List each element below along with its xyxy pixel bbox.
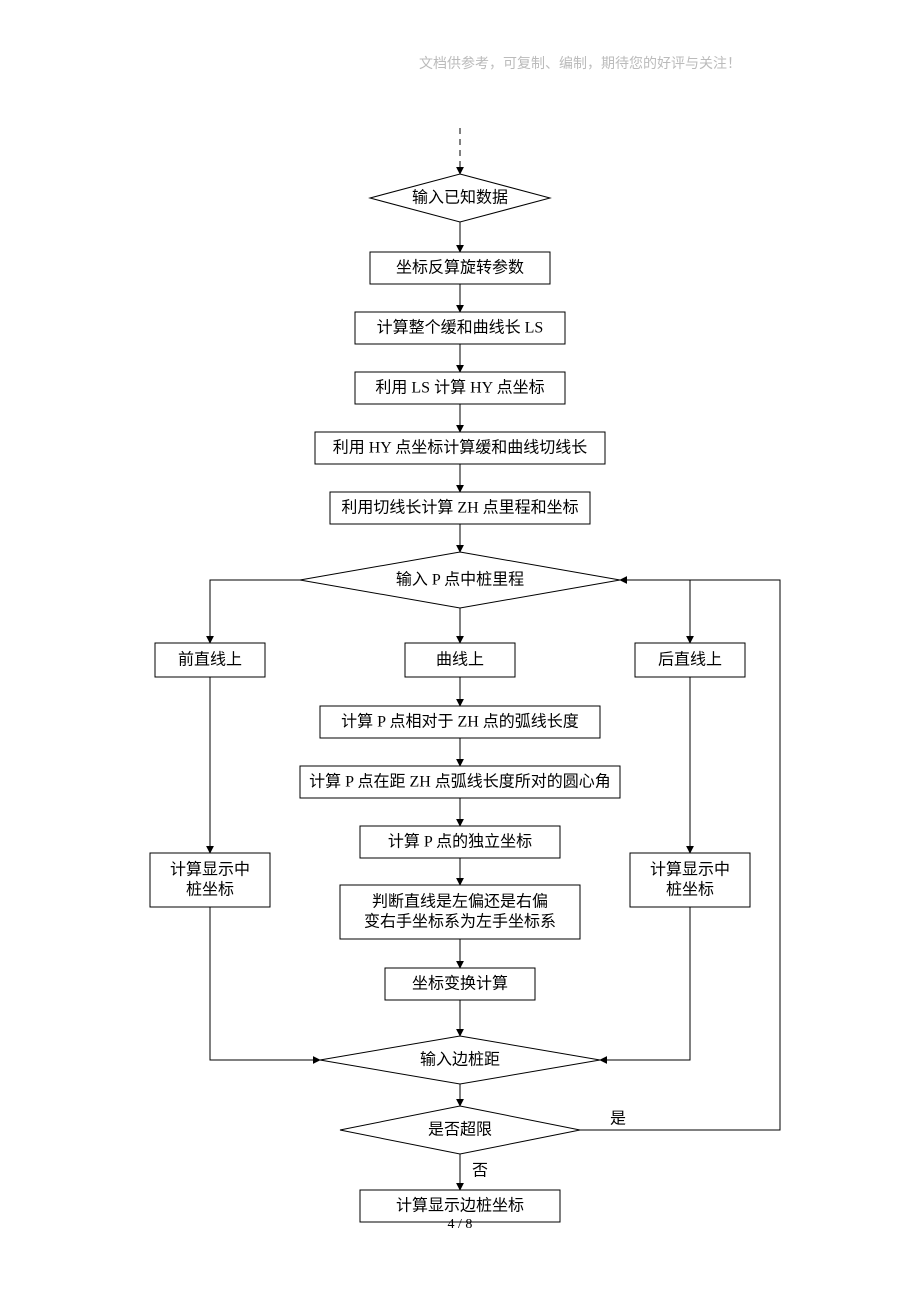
node-label: 桩坐标 [666, 881, 714, 899]
flowchart-canvas: 文档供参考，可复制、编制，期待您的好评与关注！是否输入已知数据坐标反算旋转参数计… [0, 0, 920, 1302]
node-label: 坐标反算旋转参数 [396, 258, 524, 277]
page-header: 文档供参考，可复制、编制，期待您的好评与关注！ [419, 55, 741, 72]
node-label: 判断直线是左偏还是右偏 [372, 893, 548, 911]
node-label: 是否超限 [428, 1121, 492, 1139]
n_zh: 利用切线长计算 ZH 点里程和坐标 [330, 492, 590, 524]
edge-label: 否 [472, 1163, 488, 1180]
n_judge: 判断直线是左偏还是右偏变右手坐标系为左手坐标系 [340, 885, 580, 939]
flow-edge [620, 580, 690, 643]
node-label: 利用 HY 点坐标计算缓和曲线切线长 [333, 438, 588, 457]
node-label: 计算 P 点相对于 ZH 点的弧线长度 [341, 712, 579, 731]
n_show_l: 计算显示中桩坐标 [150, 853, 270, 907]
flow-edge [210, 580, 300, 643]
node-label: 输入 P 点中桩里程 [396, 571, 524, 589]
n_input_edge: 输入边桩距 [320, 1036, 600, 1084]
node-label: 输入已知数据 [412, 189, 508, 207]
n_curve: 曲线上 [405, 643, 515, 677]
node-label: 输入边桩距 [420, 1051, 500, 1069]
flow-edge [210, 907, 320, 1060]
n_over: 是否超限 [340, 1106, 580, 1154]
n_input_known: 输入已知数据 [370, 174, 550, 222]
node-label: 坐标变换计算 [412, 974, 508, 993]
node-label: 计算 P 点的独立坐标 [388, 832, 532, 851]
n_ls: 计算整个缓和曲线长 LS [355, 312, 565, 344]
page-footer: 4 / 8 [448, 1217, 473, 1232]
n_arc_len: 计算 P 点相对于 ZH 点的弧线长度 [320, 706, 600, 738]
node-label: 计算显示边桩坐标 [396, 1196, 524, 1215]
n_trans: 坐标变换计算 [385, 968, 535, 1000]
n_tan: 利用 HY 点坐标计算缓和曲线切线长 [315, 432, 605, 464]
node-label: 利用 LS 计算 HY 点坐标 [375, 378, 544, 397]
node-label: 后直线上 [658, 651, 722, 669]
flow-edge [600, 907, 690, 1060]
n_hy: 利用 LS 计算 HY 点坐标 [355, 372, 565, 404]
node-label: 利用切线长计算 ZH 点里程和坐标 [341, 498, 578, 517]
n_back: 后直线上 [635, 643, 745, 677]
node-label: 变右手坐标系为左手坐标系 [364, 913, 556, 931]
node-label: 计算显示中 [650, 860, 730, 879]
n_input_p: 输入 P 点中桩里程 [300, 552, 620, 608]
node-label: 计算 P 点在距 ZH 点弧线长度所对的圆心角 [309, 772, 611, 791]
node-label: 曲线上 [436, 651, 484, 669]
node-label: 计算显示中 [170, 860, 250, 879]
n_show_r: 计算显示中桩坐标 [630, 853, 750, 907]
n_front: 前直线上 [155, 643, 265, 677]
node-label: 计算整个缓和曲线长 LS [377, 318, 544, 337]
node-label: 前直线上 [178, 651, 242, 669]
n_rot: 坐标反算旋转参数 [370, 252, 550, 284]
node-label: 桩坐标 [186, 881, 234, 899]
n_indep: 计算 P 点的独立坐标 [360, 826, 560, 858]
n_angle: 计算 P 点在距 ZH 点弧线长度所对的圆心角 [300, 766, 620, 798]
edge-label: 是 [610, 1111, 626, 1128]
